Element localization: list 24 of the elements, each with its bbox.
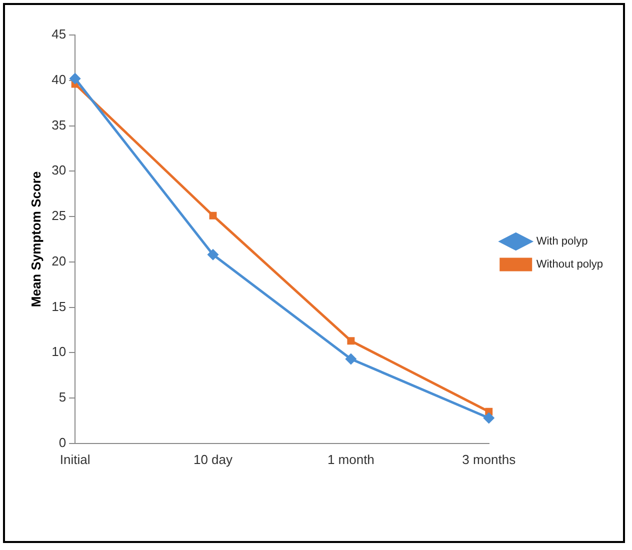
y-tick-label: 5 [58,390,66,405]
x-tick-label: 10 day [193,452,233,467]
y-tick-label: 30 [52,162,66,178]
y-tick-label: 25 [52,208,66,224]
y-axis-title: Mean Symptom Score [28,171,44,308]
point [346,354,356,364]
y-tick-label: 20 [52,253,66,268]
point [485,408,493,416]
y-tick-label: 35 [52,117,66,132]
point [209,212,217,220]
y-tick-label: 40 [52,72,66,87]
y-tick-label: 15 [52,298,66,314]
y-tick-label: 10 [52,344,66,360]
legend-label: With polyp [536,236,588,248]
y-tick-label: 45 [52,26,66,42]
x-tick-label: Initial [60,452,90,467]
point [70,73,80,84]
point [484,412,494,424]
x-tick-label: 3 months [462,452,516,467]
point [208,249,218,260]
legend-label: Without polyp [536,258,604,271]
x-tick-label: 1 month [327,452,374,467]
point [347,337,355,345]
y-tick-label: 0 [58,434,66,450]
